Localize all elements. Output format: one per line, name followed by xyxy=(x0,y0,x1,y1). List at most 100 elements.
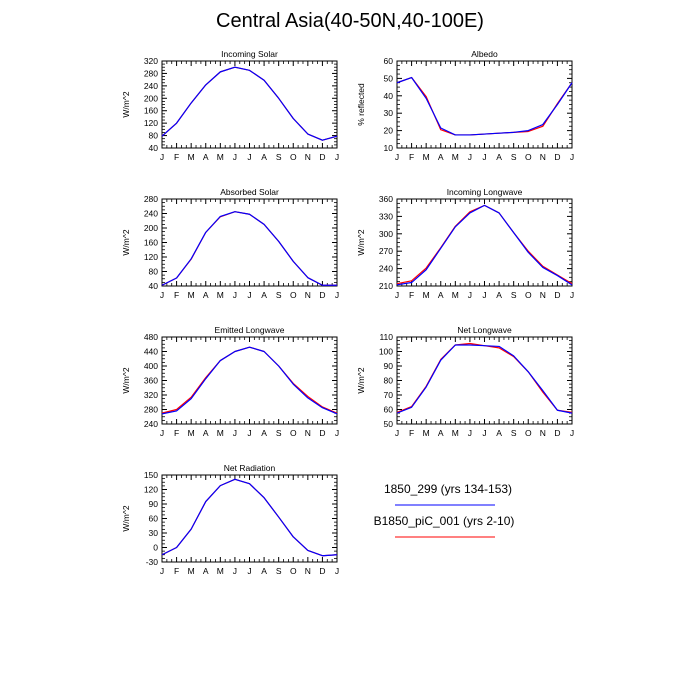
y-tick-label: 280 xyxy=(144,405,158,415)
x-tick-label: J xyxy=(233,290,237,300)
x-tick-label: S xyxy=(276,566,282,576)
y-tick-label: 320 xyxy=(144,56,158,66)
y-axis-label: W/m^2 xyxy=(356,229,366,255)
y-tick-label: 150 xyxy=(144,470,158,480)
x-tick-label: M xyxy=(188,566,195,576)
x-tick-label: J xyxy=(570,428,574,438)
y-tick-label: 200 xyxy=(144,93,158,103)
y-tick-label: 160 xyxy=(144,238,158,248)
x-tick-label: J xyxy=(247,152,251,162)
panel-title: Net Radiation xyxy=(224,463,276,473)
y-tick-label: 270 xyxy=(379,246,393,256)
x-tick-label: A xyxy=(438,290,444,300)
x-tick-label: A xyxy=(496,428,502,438)
x-tick-label: A xyxy=(261,428,267,438)
x-tick-label: J xyxy=(395,290,399,300)
x-tick-label: M xyxy=(452,290,459,300)
series-line-1850-299-yrs-134-153 xyxy=(161,478,338,557)
x-tick-label: O xyxy=(525,152,532,162)
x-tick-label: F xyxy=(174,566,179,576)
series-line-b1850-pic-001-yrs-2-10 xyxy=(396,342,573,413)
x-tick-label: A xyxy=(261,290,267,300)
y-tick-label: 120 xyxy=(144,118,158,128)
panel-title: Incoming Solar xyxy=(221,49,278,59)
x-tick-label: F xyxy=(409,152,414,162)
x-tick-label: D xyxy=(319,290,325,300)
series-line-b1850-pic-001-yrs-2-10 xyxy=(161,211,337,286)
x-tick-label: F xyxy=(174,428,179,438)
x-tick-label: O xyxy=(525,290,532,300)
y-tick-label: 60 xyxy=(384,405,394,415)
y-tick-label: 280 xyxy=(144,68,158,78)
x-tick-label: M xyxy=(217,152,224,162)
x-tick-label: N xyxy=(540,290,546,300)
x-tick-label: J xyxy=(160,428,164,438)
plot-frame xyxy=(396,336,573,425)
x-tick-label: M xyxy=(217,428,224,438)
x-tick-label: A xyxy=(438,428,444,438)
y-tick-label: 120 xyxy=(144,485,158,495)
x-tick-label: M xyxy=(452,428,459,438)
x-tick-label: J xyxy=(482,152,486,162)
panel-title: Emitted Longwave xyxy=(215,325,285,335)
y-tick-label: 40 xyxy=(149,143,159,153)
panel-title: Incoming Longwave xyxy=(447,187,523,197)
x-tick-label: J xyxy=(482,428,486,438)
x-tick-label: F xyxy=(174,290,179,300)
x-tick-label: J xyxy=(160,566,164,576)
series-line-1850-299-yrs-134-153 xyxy=(161,66,338,141)
y-tick-label: 40 xyxy=(149,281,159,291)
legend-label: B1850_piC_001 (yrs 2-10) xyxy=(374,514,515,528)
x-tick-label: J xyxy=(468,428,472,438)
y-axis-label: W/m^2 xyxy=(121,367,131,393)
x-tick-label: D xyxy=(319,428,325,438)
series-line-b1850-pic-001-yrs-2-10 xyxy=(161,478,338,557)
y-tick-label: 320 xyxy=(144,390,158,400)
x-tick-label: A xyxy=(438,152,444,162)
panel-title: Net Longwave xyxy=(457,325,512,335)
x-tick-label: J xyxy=(335,152,339,162)
x-tick-label: J xyxy=(395,428,399,438)
x-tick-label: D xyxy=(319,152,325,162)
x-tick-label: A xyxy=(261,566,267,576)
legend: 1850_299 (yrs 134-153) B1850_piC_001 (yrs… xyxy=(374,482,515,538)
x-tick-label: D xyxy=(554,428,560,438)
series-line-1850-299-yrs-134-153 xyxy=(161,211,337,286)
y-axis-label: W/m^2 xyxy=(121,505,131,531)
figure-title: Central Asia(40-50N,40-100E) xyxy=(216,10,484,32)
x-tick-label: S xyxy=(276,152,282,162)
x-tick-label: J xyxy=(335,290,339,300)
x-tick-label: O xyxy=(290,566,297,576)
series-line-1850-299-yrs-134-153 xyxy=(396,204,573,286)
x-tick-label: M xyxy=(423,290,430,300)
x-tick-label: D xyxy=(554,290,560,300)
x-tick-label: J xyxy=(570,290,574,300)
x-tick-label: J xyxy=(468,152,472,162)
y-tick-label: 30 xyxy=(149,528,159,538)
y-tick-label: 100 xyxy=(379,347,393,357)
panel-title: Albedo xyxy=(471,49,498,59)
y-tick-label: 60 xyxy=(384,56,394,66)
series-line-b1850-pic-001-yrs-2-10 xyxy=(396,76,573,136)
x-tick-label: F xyxy=(409,290,414,300)
x-tick-label: J xyxy=(233,428,237,438)
x-tick-label: O xyxy=(525,428,532,438)
x-tick-label: S xyxy=(276,290,282,300)
y-tick-label: 10 xyxy=(384,143,394,153)
y-axis-label: W/m^2 xyxy=(121,229,131,255)
y-tick-label: 280 xyxy=(144,194,158,204)
y-axis-label: W/m^2 xyxy=(356,367,366,393)
series-line-1850-299-yrs-134-153 xyxy=(161,346,338,415)
y-tick-label: 90 xyxy=(149,499,159,509)
y-axis-label: % reflected xyxy=(356,83,366,126)
x-tick-label: A xyxy=(496,290,502,300)
x-tick-label: F xyxy=(174,152,179,162)
x-tick-label: M xyxy=(217,566,224,576)
plot-frame xyxy=(161,474,338,563)
series-line-b1850-pic-001-yrs-2-10 xyxy=(161,66,338,141)
